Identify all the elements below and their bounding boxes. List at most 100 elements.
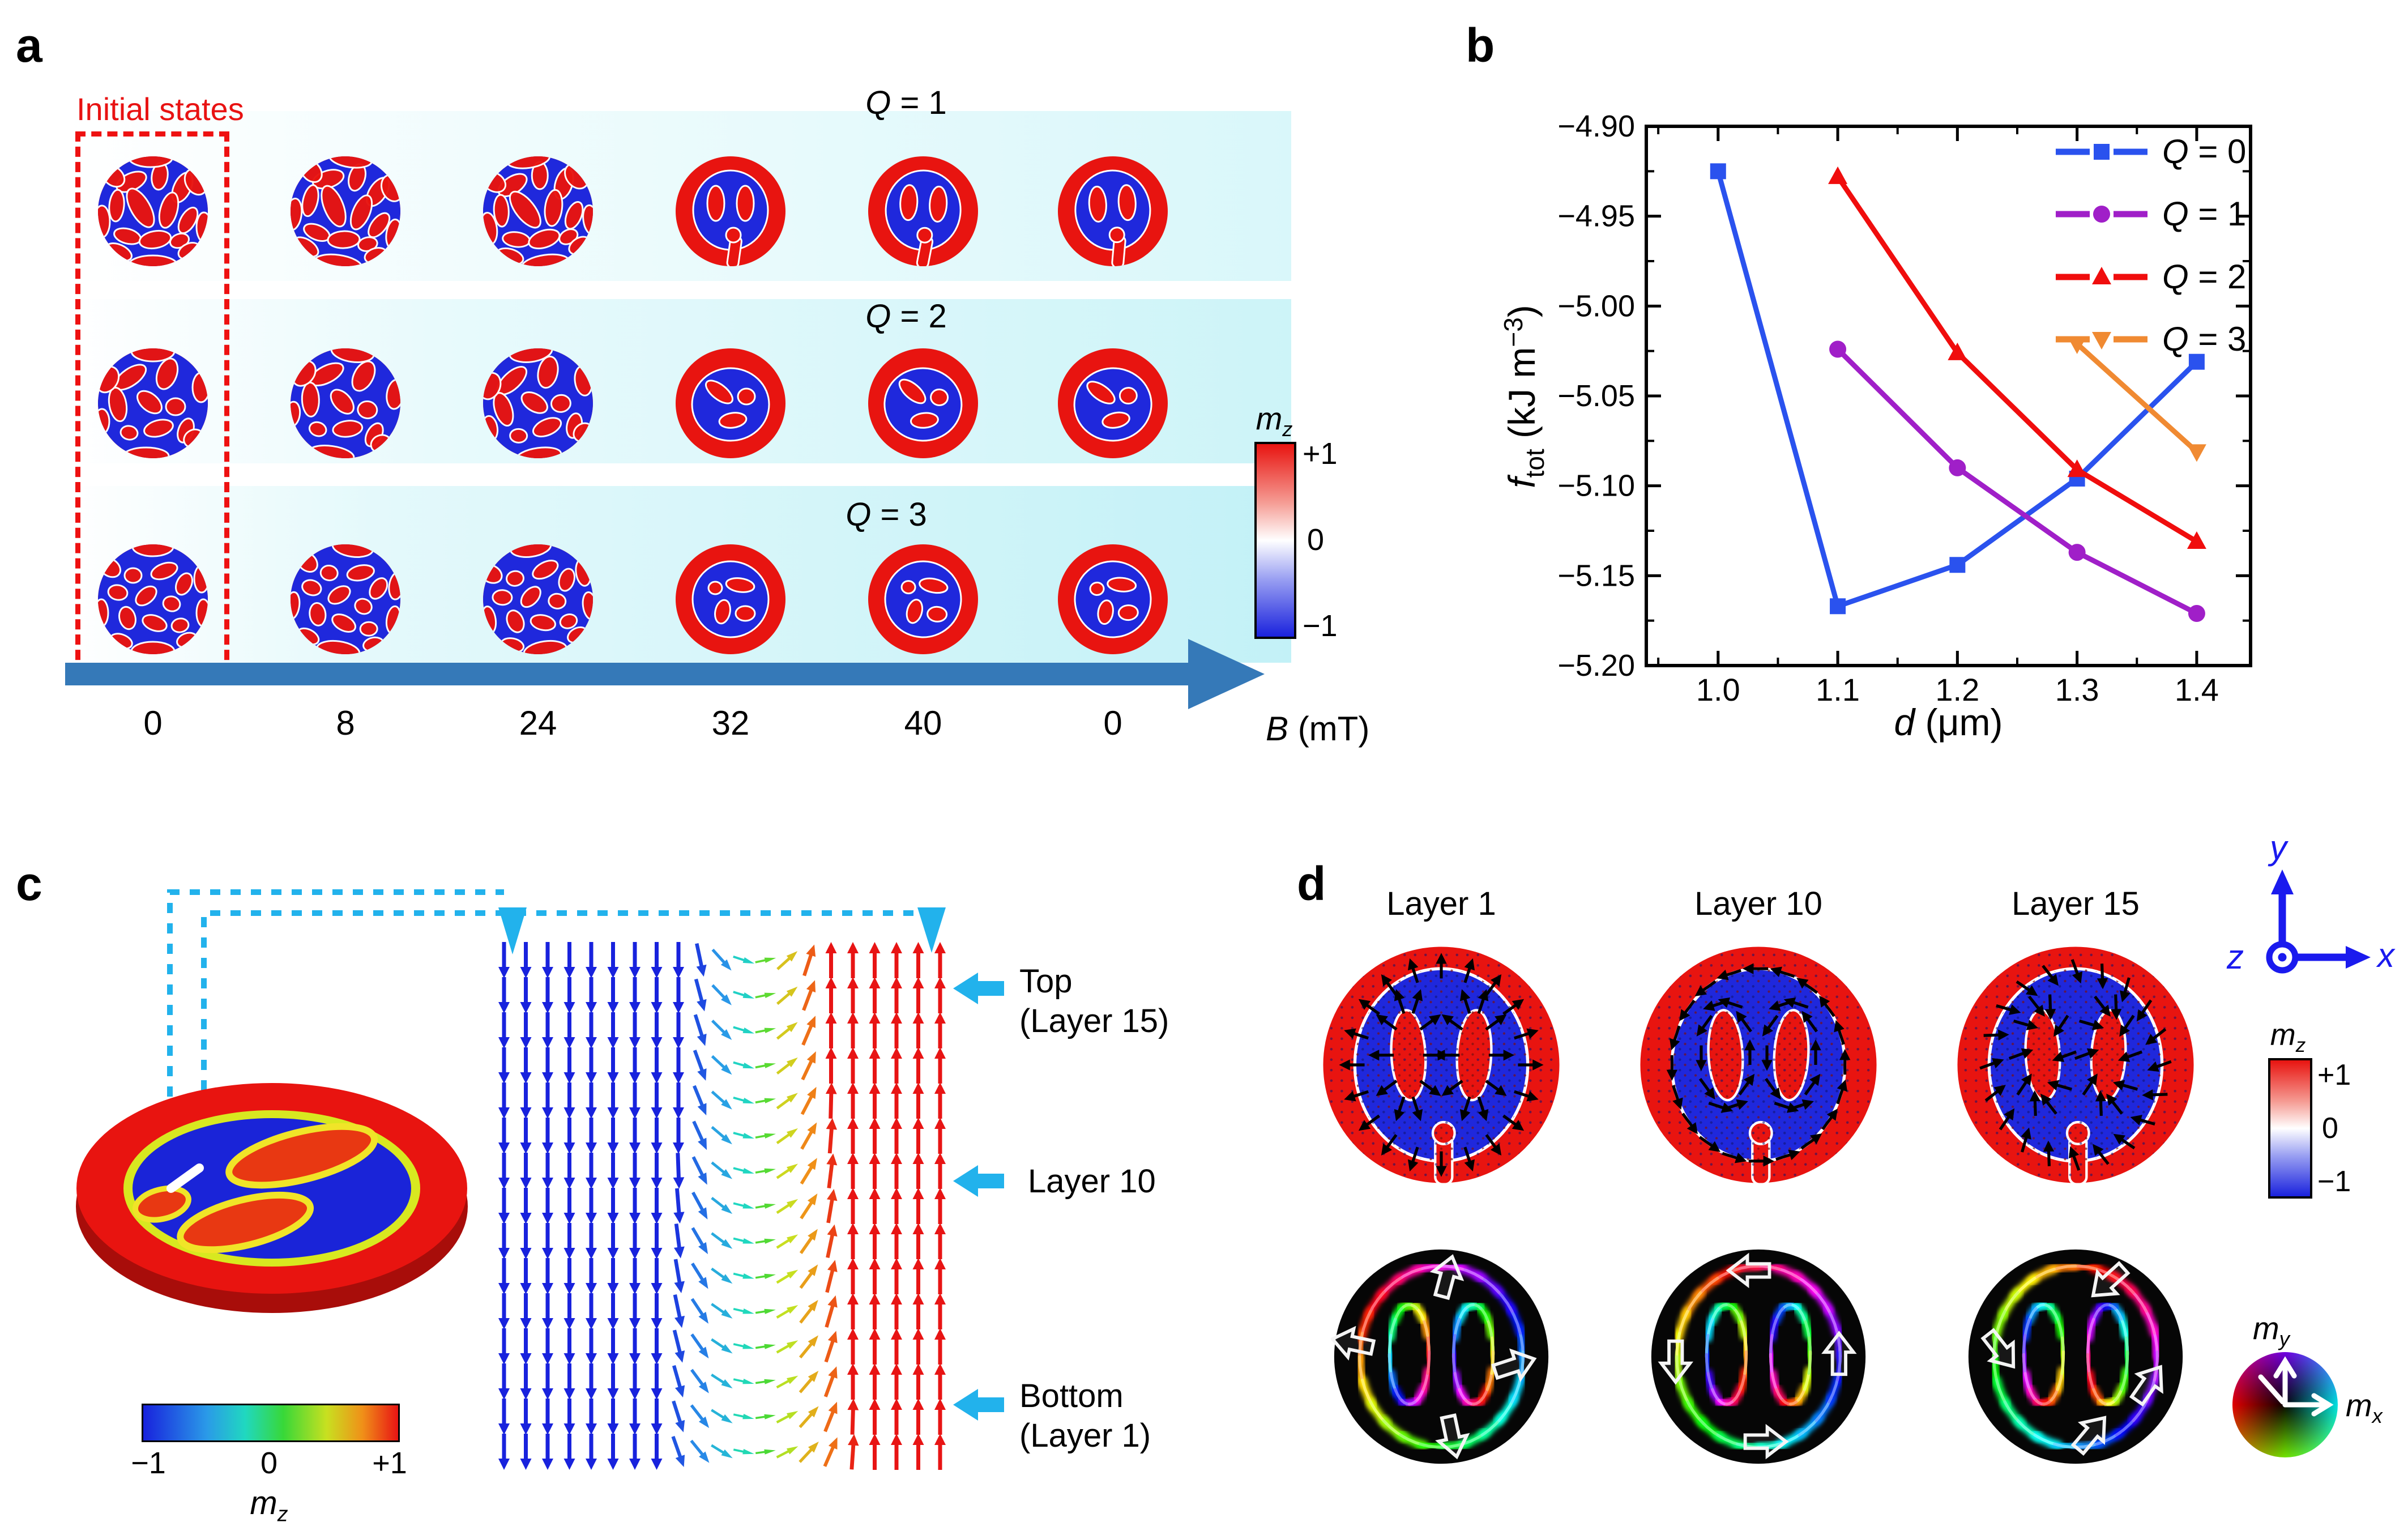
- mz-arrow: [2068, 1146, 2081, 1171]
- field-arrow-head: [607, 1248, 619, 1259]
- field-arrow: [651, 1328, 663, 1365]
- mz-arrow-head: [2087, 1073, 2098, 1086]
- mz-arrow-head: [1837, 1079, 1848, 1092]
- field-arrow: [934, 1363, 946, 1400]
- series-line: [1835, 175, 2198, 544]
- mz-arrow-head: [1376, 1014, 1388, 1025]
- mz-arrow-shaft: [2123, 977, 2131, 995]
- mz-arrow: [1344, 1090, 1369, 1102]
- field-arrow-head: [721, 994, 732, 1005]
- mz-arrow-head: [2110, 1009, 2122, 1020]
- field-arrow: [673, 1047, 684, 1084]
- chirality-arrow-outline: [1980, 1328, 2016, 1369]
- field-arrow-head: [542, 1388, 553, 1400]
- field-arrow: [912, 1223, 924, 1259]
- field-arrow: [498, 1258, 510, 1294]
- mz-arrow-head: [2145, 1034, 2158, 1045]
- mz-arrow-shaft: [1364, 1003, 1380, 1016]
- maze-red-blob: [143, 419, 174, 438]
- mz-arrow-shaft: [1448, 1080, 1463, 1093]
- legend-entry-2: Q = 2: [2056, 258, 2246, 296]
- pointer-layer10-shaft: [977, 1174, 1004, 1188]
- field-arrow: [934, 1118, 946, 1154]
- field-arrow-head: [787, 1269, 799, 1279]
- field-arrow-head: [675, 1419, 685, 1433]
- field-arrow-head: [520, 1459, 532, 1470]
- wheel-my-arrowhead: [2273, 1356, 2297, 1379]
- layer15-column-title: Layer 15: [2012, 885, 2140, 922]
- field-arrow: [869, 1118, 881, 1154]
- field-arrow: [563, 1328, 575, 1365]
- field-arrow-head: [828, 1437, 838, 1450]
- disk-pattern: [98, 156, 208, 266]
- mz-arrow-head: [1344, 1090, 1356, 1102]
- field-arrow: [673, 1259, 685, 1293]
- field-arrow-head: [607, 1002, 619, 1013]
- mz-arrow: [1775, 1149, 1800, 1161]
- mz-arrow-shaft: [2140, 999, 2153, 1016]
- final-red-bubble: [1089, 581, 1105, 596]
- mz-arrow-head: [1459, 1109, 1471, 1122]
- field-arrow-head: [542, 1213, 553, 1224]
- mz-arrow-shaft: [1463, 996, 1471, 1014]
- final-red-bubble: [930, 388, 949, 406]
- field-arrow: [629, 1293, 641, 1329]
- mz-arrow-shaft: [1726, 1000, 1743, 1009]
- field-arrow-head: [629, 1213, 641, 1224]
- field-arrow-shaft: [693, 1085, 705, 1109]
- chirality-arrow: [1726, 1252, 1771, 1289]
- field-arrow-shaft: [849, 1442, 856, 1470]
- mz-arrow: [2082, 1073, 2098, 1096]
- mz-arrow: [2092, 1144, 2110, 1165]
- mz-arrow-head: [2021, 1127, 2031, 1140]
- mz-arrow: [1698, 1077, 1715, 1100]
- field-arrow-head: [786, 986, 798, 997]
- mz-arrow: [2145, 1028, 2167, 1045]
- field-arrow-head: [869, 1012, 881, 1024]
- field-arrow: [912, 1434, 924, 1470]
- maze-red-blob: [509, 190, 541, 229]
- field-arrow: [912, 1153, 924, 1189]
- connector-2-arrowhead: [917, 907, 946, 953]
- field-arrow-head: [891, 1258, 902, 1269]
- mz-arrow-head: [1526, 1028, 1539, 1039]
- field-arrow-head: [808, 1299, 818, 1312]
- field-arrow: [847, 1223, 859, 1259]
- mz-arrow: [1834, 1020, 1845, 1045]
- field-arrow: [869, 1012, 881, 1048]
- maze-red-blob: [351, 360, 376, 392]
- final-red-bubble: [1117, 184, 1137, 221]
- field-arrow-head: [742, 1238, 754, 1244]
- mz-arrow-head: [1810, 1039, 1821, 1051]
- mz-arrow-head: [2117, 1051, 2131, 1062]
- field-arrow-shaft: [693, 1014, 705, 1039]
- field-arrow-head: [629, 1178, 641, 1189]
- mz-arrow-shaft: [1448, 1018, 1463, 1031]
- mz-arrow-shaft: [1775, 1153, 1793, 1161]
- mz-arrow-head: [2147, 1061, 2159, 1072]
- field-arrow-head: [891, 1328, 902, 1340]
- mz-arrow: [1411, 1096, 1423, 1122]
- field-arrow: [520, 1434, 532, 1470]
- field-arrow: [934, 1153, 946, 1189]
- field-arrow: [629, 977, 641, 1013]
- field-arrow: [776, 1093, 798, 1110]
- mz-arrow: [1411, 989, 1423, 1014]
- q3-rest: = 3: [871, 496, 927, 533]
- field-arrow-head: [891, 1118, 902, 1129]
- field-arrow: [607, 942, 619, 978]
- chirality-arrow-outline: [1331, 1325, 1376, 1361]
- field-arrow: [733, 1026, 755, 1034]
- field-arrow-head: [698, 1173, 707, 1185]
- legend-rest: = 2: [2189, 258, 2247, 296]
- field-arrow: [607, 1399, 619, 1435]
- q1-rest: = 1: [891, 84, 947, 121]
- mz-arrow: [1358, 1114, 1380, 1131]
- field-arrow: [498, 1012, 510, 1048]
- mz-arrow-shaft: [1802, 981, 1818, 994]
- field-arrow: [563, 1012, 575, 1048]
- field-arrow: [891, 942, 902, 978]
- field-arrow-head: [869, 1118, 881, 1129]
- field-arrow: [542, 977, 553, 1013]
- disk-q1-b0: [98, 156, 208, 266]
